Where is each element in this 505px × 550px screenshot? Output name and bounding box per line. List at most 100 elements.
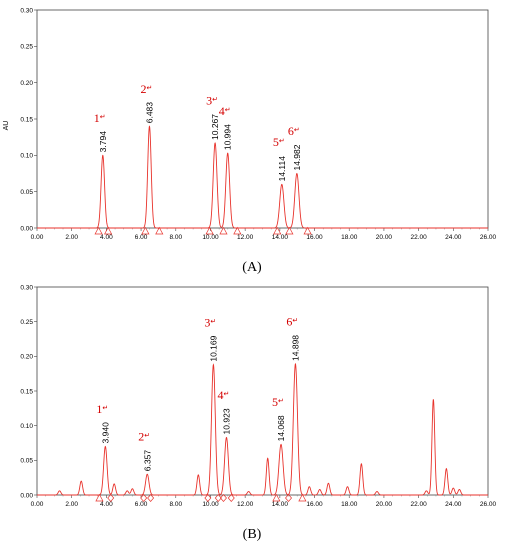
x-tick-label: 26.00 xyxy=(480,234,497,241)
integration-marker-diamond xyxy=(214,493,222,503)
integration-marker-triangle xyxy=(298,493,307,502)
integration-marker-diamond xyxy=(140,493,148,503)
peak-return-mark: ↵ xyxy=(100,113,106,121)
peak-return-mark: ↵ xyxy=(223,390,229,398)
peak-return-mark: ↵ xyxy=(278,397,284,405)
peak-return-mark: ↵ xyxy=(279,137,285,145)
chromatogram-trace xyxy=(37,362,488,496)
retention-time-label: 14.114 xyxy=(277,156,287,182)
y-tick-label: 0.20 xyxy=(20,354,33,361)
peak-number-label: 1↵ xyxy=(94,111,106,125)
plot-frame xyxy=(36,286,489,496)
x-tick-label: 20.00 xyxy=(376,501,393,508)
x-tick-label: 18.00 xyxy=(341,234,358,241)
x-tick-label: 22.00 xyxy=(410,234,427,241)
x-tick-label: 10.00 xyxy=(202,501,219,508)
x-tick-label: 10.00 xyxy=(202,234,219,241)
x-tick-label: 24.00 xyxy=(445,234,462,241)
y-tick-label: 0.00 xyxy=(20,492,33,499)
x-tick-label: 0.00 xyxy=(31,501,44,508)
x-tick-label: 14.00 xyxy=(272,501,289,508)
retention-time-label: 10.267 xyxy=(210,114,220,140)
peak-return-mark: ↵ xyxy=(102,404,108,412)
caption-a: (A) xyxy=(242,260,262,275)
retention-time-label: 6.357 xyxy=(142,450,152,472)
x-tick-label: 12.00 xyxy=(237,234,254,241)
integration-marker-diamond xyxy=(285,493,292,503)
integration-marker-triangle xyxy=(141,226,150,235)
chart-panel-b: 0.00 0.05 0.10 0.15 0.20 0.25 0.30 0.00 2.00 4.00… xyxy=(20,284,496,508)
caption-b: (B) xyxy=(243,527,262,542)
x-tick-label: 4.00 xyxy=(100,501,113,508)
integration-marker-triangle xyxy=(94,226,103,235)
integration-marker-diamond xyxy=(204,493,212,503)
retention-time-label: 3.940 xyxy=(100,422,110,444)
y-tick-label: 0.05 xyxy=(20,189,33,196)
y-tick-label: 0.00 xyxy=(20,225,33,232)
peak-number-label: 6↵ xyxy=(286,315,298,329)
integration-marker-triangle xyxy=(104,226,113,235)
retention-time-label: 10.169 xyxy=(208,335,218,361)
y-tick-label: 0.15 xyxy=(20,388,33,395)
x-tick-label: 8.00 xyxy=(169,234,182,241)
retention-time-label: 3.794 xyxy=(98,131,108,153)
x-tick-label: 14.00 xyxy=(272,234,289,241)
peak-return-mark: ↵ xyxy=(292,317,298,325)
peak-number-label: 4↵ xyxy=(219,104,231,118)
y-tick-label: 0.05 xyxy=(20,458,33,465)
peak-number-label: 5↵ xyxy=(273,135,285,149)
peak-number-label: 4↵ xyxy=(217,388,229,402)
x-tick-label: 0.00 xyxy=(31,234,44,241)
x-tick-label: 18.00 xyxy=(341,501,358,508)
integration-marker-diamond xyxy=(147,493,155,503)
peak-return-mark: ↵ xyxy=(146,84,152,92)
retention-time-label: 14.898 xyxy=(290,335,300,361)
peak-number-label: 2↵ xyxy=(140,82,152,96)
integration-marker-triangle xyxy=(233,226,242,235)
peak-return-mark: ↵ xyxy=(294,126,300,134)
chromatogram-trace xyxy=(37,125,488,229)
x-tick-label: 2.00 xyxy=(65,234,78,241)
integration-marker-triangle xyxy=(205,226,214,235)
retention-time-label: 10.923 xyxy=(221,408,231,434)
integration-marker-triangle xyxy=(285,226,294,235)
integration-marker-triangle xyxy=(303,226,312,235)
x-tick-label: 6.00 xyxy=(135,501,148,508)
x-tick-label: 4.00 xyxy=(100,234,113,241)
peak-return-mark: ↵ xyxy=(212,96,218,104)
chart-panel-a: 0.00 0.05 0.10 0.15 0.20 0.25 0.30 0.00 2.00 4.00… xyxy=(3,7,497,241)
integration-marker-triangle xyxy=(219,226,228,235)
x-tick-label: 16.00 xyxy=(306,501,323,508)
peak-return-mark: ↵ xyxy=(225,106,231,114)
x-tick-label: 22.00 xyxy=(410,501,427,508)
integration-marker-triangle xyxy=(273,226,282,235)
integration-marker-diamond xyxy=(227,493,235,503)
y-axis-label: AU xyxy=(3,121,10,131)
x-tick-label: 12.00 xyxy=(237,501,254,508)
retention-time-label: 10.994 xyxy=(223,124,233,150)
integration-marker-triangle xyxy=(272,493,281,502)
retention-time-label: 14.068 xyxy=(276,415,286,441)
x-tick-label: 26.00 xyxy=(480,501,497,508)
y-tick-label: 0.20 xyxy=(20,80,33,87)
integration-marker-diamond xyxy=(107,493,115,503)
y-tick-label: 0.15 xyxy=(20,116,33,123)
peak-number-label: 1↵ xyxy=(96,402,108,416)
integration-marker-triangle xyxy=(95,493,104,502)
x-tick-label: 2.00 xyxy=(65,501,78,508)
x-tick-label: 6.00 xyxy=(135,234,148,241)
peak-number-label: 2↵ xyxy=(138,430,150,444)
peak-number-label: 3↵ xyxy=(204,315,216,329)
retention-time-label: 14.982 xyxy=(292,144,302,170)
x-tick-label: 20.00 xyxy=(376,234,393,241)
y-tick-label: 0.25 xyxy=(20,319,33,326)
integration-marker-diamond xyxy=(220,493,227,503)
y-tick-label: 0.25 xyxy=(20,44,33,51)
x-tick-label: 24.00 xyxy=(445,501,462,508)
y-tick-label: 0.30 xyxy=(20,7,33,14)
x-tick-label: 8.00 xyxy=(169,501,182,508)
peak-number-label: 6↵ xyxy=(288,124,300,138)
peak-number-label: 3↵ xyxy=(206,94,218,108)
y-tick-label: 0.10 xyxy=(20,153,33,160)
